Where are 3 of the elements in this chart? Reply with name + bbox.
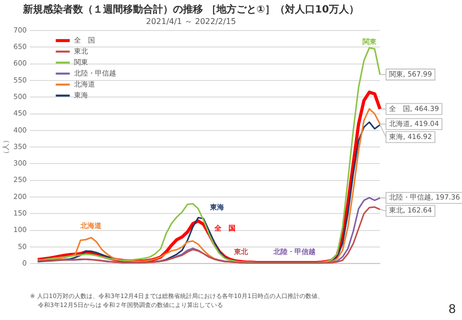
text: 8 [448, 302, 456, 316]
chart-title: 新規感染者数（１週間移動合計）の推移 ［地方ごと①］（対人口10万人） [22, 4, 359, 16]
chart-subtitle: 2021/4/1 ～ 2022/2/15 [146, 16, 236, 26]
